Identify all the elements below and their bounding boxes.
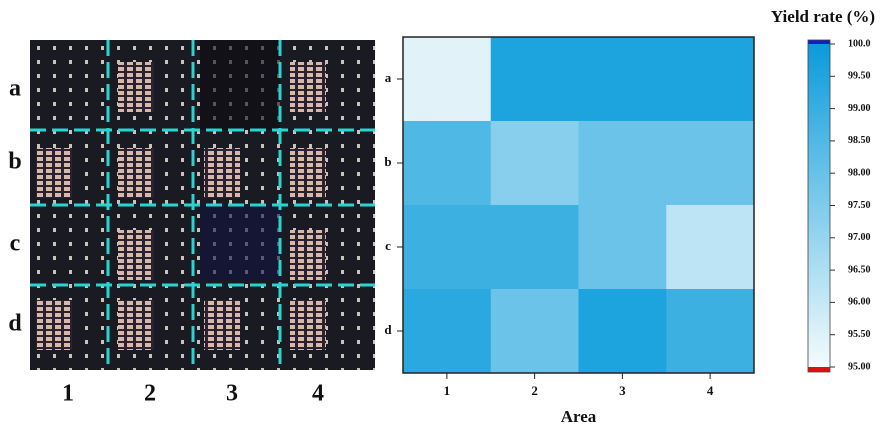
heatmap-cell (666, 289, 754, 374)
photo-col-label: 4 (312, 381, 324, 407)
heatmap-cell (491, 205, 579, 290)
photo-row-label: d (8, 311, 22, 337)
heatmap-cell (491, 121, 579, 206)
x-tick-label: 4 (707, 383, 714, 398)
colorbar-title: Yield rate (%) (771, 7, 875, 26)
x-axis-label: Area (561, 407, 597, 426)
colorbar-tick-label: 99.50 (848, 71, 871, 82)
y-tick-label: c (385, 238, 391, 253)
colorbar-tick-label: 95.00 (848, 361, 871, 372)
colorbar-tick-label: 96.50 (848, 264, 871, 275)
colorbar-tick-label: 95.50 (848, 329, 871, 340)
colorbar-over (808, 40, 830, 44)
heatmap-cell (403, 37, 491, 122)
heatmap-cell (666, 121, 754, 206)
photo-row-label: b (8, 149, 21, 175)
heatmap-cell (579, 37, 667, 122)
photo-col-label: 3 (226, 381, 238, 407)
heatmap-cell (666, 205, 754, 290)
heatmap-cell (579, 205, 667, 290)
colorbar-tick-label: 98.00 (848, 167, 871, 178)
y-tick-label: a (385, 70, 392, 85)
colorbar (808, 44, 830, 367)
wafer-photo (30, 40, 375, 370)
colorbar-tick-label: 97.00 (848, 232, 871, 243)
figure: a b c d 1 2 3 4 1 2 3 4 a b c d Area 100.0 99.50 99.00 98.50… (0, 0, 890, 432)
heatmap-cell (403, 205, 491, 290)
photo-col-label: 1 (62, 381, 74, 407)
colorbar-tick-label: 100.0 (848, 38, 871, 49)
x-tick-label: 1 (444, 383, 451, 398)
heatmap-cell (491, 289, 579, 374)
x-tick-label: 2 (531, 383, 538, 398)
colorbar-tick-label: 97.50 (848, 200, 871, 211)
photo-row-label: a (9, 76, 21, 102)
heatmap-cell (579, 289, 667, 374)
photo-row-label: c (10, 231, 21, 257)
photo-col-label: 2 (144, 381, 156, 407)
heatmap-cell (491, 37, 579, 122)
heatmap-cell (579, 121, 667, 206)
colorbar-under (808, 367, 830, 372)
y-tick-label: b (384, 154, 391, 169)
heatmap-cell (403, 289, 491, 374)
y-tick-label: d (384, 322, 392, 337)
heatmap-cell (403, 121, 491, 206)
colorbar-tick-label: 99.00 (848, 103, 871, 114)
colorbar-tick-label: 98.50 (848, 135, 871, 146)
colorbar-tick-label: 96.00 (848, 297, 871, 308)
x-tick-label: 3 (619, 383, 626, 398)
heatmap-cell (666, 37, 754, 122)
